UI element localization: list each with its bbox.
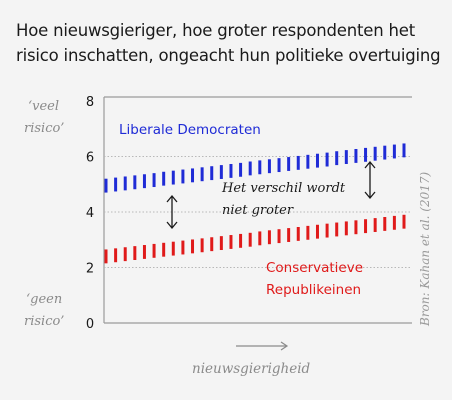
- x-axis-label: nieuwsgierigheid: [192, 361, 311, 377]
- label-democrats: Liberale Democraten: [119, 122, 261, 138]
- y-bottom-label-line-1: ‘geen: [26, 292, 62, 307]
- annotation-line-1: Het verschil wordt: [221, 181, 346, 196]
- series-republicans: [104, 214, 406, 264]
- double-arrow-icon-right: [364, 160, 376, 200]
- y-tick-labels: 0 2 4 6 8: [86, 95, 94, 332]
- y-bottom-label-line-2: risico’: [24, 314, 64, 329]
- series-democrats: [104, 143, 406, 193]
- y-top-label-line-1: ‘veel: [28, 99, 59, 114]
- y-tick-label: 0: [86, 317, 94, 332]
- x-axis-arrow-icon: [236, 341, 289, 351]
- label-republicans-line-1: Conservatieve: [266, 260, 363, 276]
- y-tick-label: 2: [86, 262, 94, 277]
- title-line-2: risico inschatten, ongeacht hun politiek…: [16, 46, 441, 65]
- gridlines: [104, 156, 412, 268]
- y-tick-label: 4: [86, 206, 94, 221]
- title-line-1: Hoe nieuwsgieriger, hoe groter responden…: [16, 21, 415, 40]
- annotation-line-2: niet groter: [222, 203, 294, 218]
- y-tick-label: 8: [86, 95, 94, 110]
- double-arrow-icon-left: [166, 194, 178, 230]
- chart-title: Hoe nieuwsgieriger, hoe groter responden…: [16, 18, 441, 68]
- y-top-label-line-2: risico’: [24, 121, 64, 136]
- y-tick-label: 6: [86, 151, 94, 166]
- label-republicans-line-2: Republikeinen: [266, 282, 361, 298]
